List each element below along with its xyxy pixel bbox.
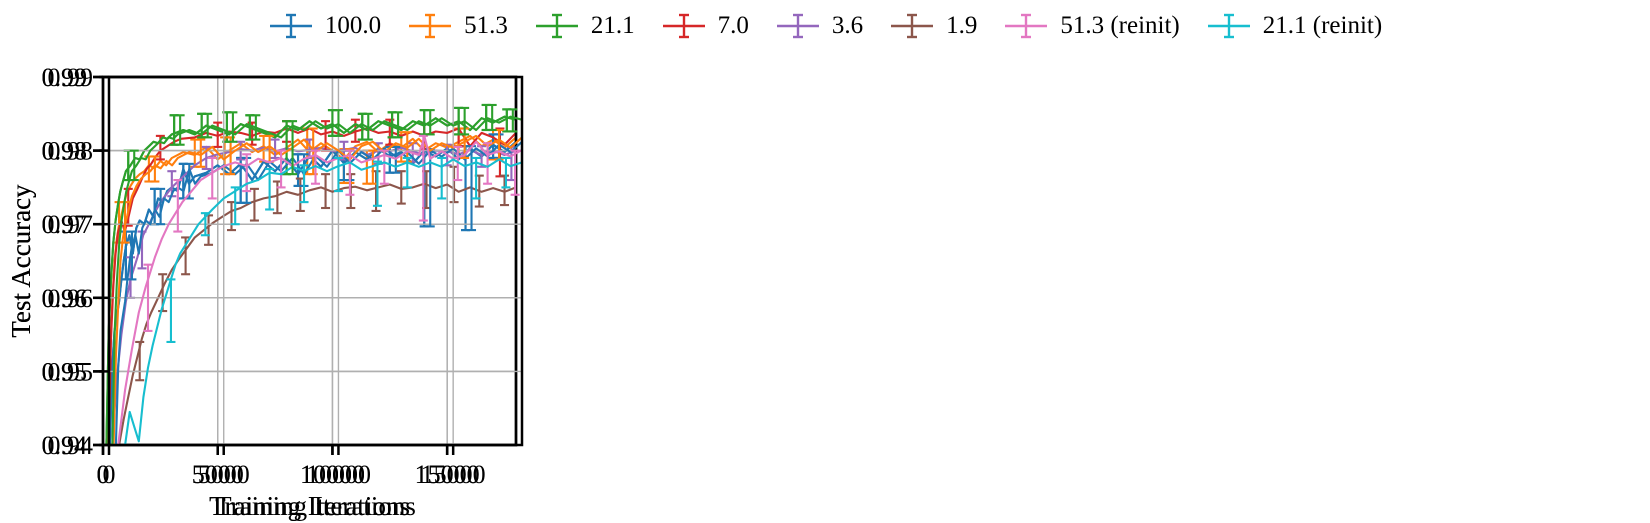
- legend-item-label: 51.3: [464, 12, 508, 39]
- legend-item-label: 100.0: [324, 12, 382, 39]
- y-tick-label: 0.96: [42, 284, 88, 313]
- y-tick-label: 0.99: [42, 63, 88, 92]
- series-polyline: [118, 182, 516, 445]
- y-tick-label: 0.94: [48, 431, 94, 460]
- x-tick-label: 5000: [192, 460, 244, 489]
- y-tick-label: 0.99: [48, 63, 94, 92]
- series-polyline: [112, 134, 522, 445]
- y-tick-label: 0.94: [42, 431, 88, 460]
- legend-item-1.9: 1.9: [889, 10, 977, 42]
- y-tick-label: 0.96: [42, 284, 88, 313]
- legend-item-7.0: 7.0: [661, 10, 749, 42]
- errorbar-marker-icon: [535, 13, 578, 39]
- y-tick-label: 0.95: [42, 357, 88, 386]
- legend-item-51.3-reinit: 51.3 (reinit): [1003, 10, 1180, 42]
- legend-item-51.3: 51.3: [407, 10, 508, 42]
- x-tick-label: 5000: [192, 460, 244, 489]
- x-tick-label: 5000: [198, 460, 250, 489]
- errorbar-marker-icon: [1005, 13, 1048, 39]
- y-tick-label: 0.97: [48, 210, 94, 239]
- errorbar-marker-icon: [662, 13, 705, 39]
- y-axis-label: Test Accuracy: [6, 184, 36, 338]
- x-tick-label: 15000: [421, 460, 486, 489]
- series-polyline: [124, 158, 522, 445]
- x-tick-label: 0: [103, 460, 116, 489]
- legend-item-21.1-reinit: 21.1 (reinit): [1206, 10, 1382, 42]
- x-tick-label: 10000: [300, 460, 365, 489]
- legend-item-label: 1.9: [946, 12, 978, 39]
- x-tick-label: 15000: [415, 460, 480, 489]
- y-axis-label: Test Accuracy: [6, 184, 36, 338]
- y-tick-label: 0.98: [48, 137, 94, 166]
- legend-item-label: 3.6: [831, 12, 864, 39]
- y-tick-label: 0.97: [42, 210, 88, 239]
- y-tick-label: 0.98: [42, 137, 88, 166]
- series-polyline: [117, 135, 522, 445]
- y-tick-label: 0.95: [48, 357, 94, 386]
- y-tick-label: 0.97: [42, 210, 88, 239]
- legend-item-label: 7.0: [717, 12, 749, 39]
- plot-frame: [107, 75, 524, 447]
- x-tick-label: 15000: [415, 460, 480, 489]
- legend-item-label: 21.1 (reinit): [1262, 12, 1383, 39]
- errorbar-marker-icon: [409, 13, 452, 39]
- series-line-51.3: [112, 127, 522, 445]
- y-tick-label: 0.94: [42, 431, 88, 460]
- errorbar-marker-icon: [776, 13, 819, 39]
- y-axis-label: Test Accuracy: [6, 184, 36, 338]
- x-axis-label: Training Iterations: [209, 491, 410, 521]
- errorbar-marker-icon: [1207, 13, 1250, 39]
- y-tick-label: 0.95: [42, 357, 88, 386]
- legend: 100.0 51.3 21.1 7.0 3.6 1.9 51.3 (reinit) 21.1 …: [0, 4, 1650, 48]
- x-tick-label: 10000: [306, 460, 371, 489]
- x-axis-label: Training Iterations: [215, 491, 416, 521]
- legend-item-label: 21.1: [590, 12, 635, 39]
- y-tick-label: 0.96: [48, 284, 94, 313]
- chart-panel-right: 0 5000 10000 15000 0.94 0.95 0.96 0.97 0.98 0.99 T…: [6, 63, 524, 521]
- legend-item-21.1: 21.1: [534, 10, 635, 42]
- errorbar-marker-icon: [269, 13, 312, 39]
- x-tick-label: 10000: [300, 460, 365, 489]
- y-tick-label: 0.99: [42, 63, 88, 92]
- series-line-21.1: [111, 103, 522, 445]
- x-tick-label: 0: [97, 460, 110, 489]
- legend-item-100.0: 100.0: [268, 10, 381, 42]
- x-tick-label: 0: [97, 460, 110, 489]
- y-tick-label: 0.98: [42, 137, 88, 166]
- legend-item-3.6: 3.6: [775, 10, 863, 42]
- errorbar-marker-icon: [891, 13, 934, 39]
- legend-item-label: 51.3 (reinit): [1060, 12, 1180, 39]
- series-line-21.1-reinit: [124, 156, 522, 445]
- x-axis-label: Training Iterations: [209, 491, 410, 521]
- series-line-51.3-reinit: [117, 134, 522, 445]
- series-polyline: [114, 141, 522, 445]
